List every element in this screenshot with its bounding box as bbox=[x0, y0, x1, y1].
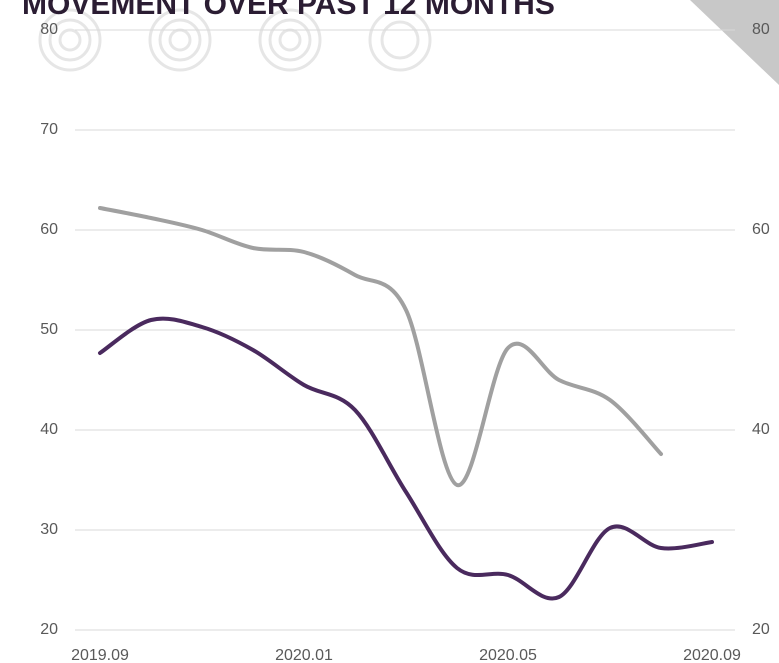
y2-tick-label: 60 bbox=[752, 221, 770, 238]
y-tick-label: 80 bbox=[40, 21, 58, 38]
grid bbox=[75, 29, 735, 631]
y-tick-label: 60 bbox=[40, 221, 58, 238]
x-tick-label: 2020.05 bbox=[479, 647, 537, 663]
decoration bbox=[38, 8, 432, 72]
y-tick-label: 70 bbox=[40, 121, 58, 138]
x-tick-label: 2019.09 bbox=[71, 647, 129, 663]
y2-tick-label: 20 bbox=[752, 621, 770, 638]
y2-tick-label: 80 bbox=[752, 21, 770, 38]
series-line bbox=[98, 206, 663, 487]
x-tick-label: 2020.09 bbox=[683, 647, 741, 663]
y-tick-label: 30 bbox=[40, 521, 58, 538]
corner-decoration bbox=[690, 0, 779, 85]
series-line bbox=[98, 316, 714, 601]
y-tick-label: 50 bbox=[40, 321, 58, 338]
chart-title: MOVEMENT OVER PAST 12 MONTHS bbox=[22, 0, 555, 21]
y2-tick-label: 40 bbox=[752, 421, 770, 438]
y-tick-label: 20 bbox=[40, 621, 58, 638]
y-tick-label: 40 bbox=[40, 421, 58, 438]
x-tick-label: 2020.01 bbox=[275, 647, 333, 663]
